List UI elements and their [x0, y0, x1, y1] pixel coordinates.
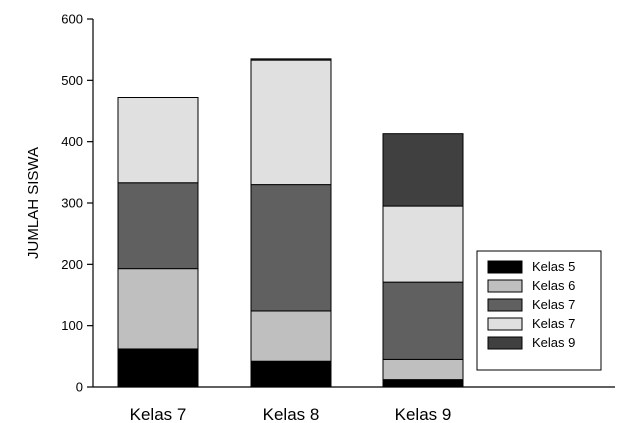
legend-label: Kelas 7: [532, 316, 575, 331]
x-category-label: Kelas 9: [395, 405, 452, 423]
bar-segment-1-1: [117, 348, 199, 388]
y-axis-ticks: 0 100 200 300 400 500 600: [61, 12, 93, 395]
bar-segment-2-2: [250, 310, 332, 362]
y-tick-label: 200: [61, 257, 83, 272]
x-category-label: Kelas 7: [130, 405, 187, 423]
bar-segment-3-2: [382, 358, 464, 381]
y-tick-label: 600: [61, 12, 83, 27]
x-axis-labels: Kelas 7 Kelas 8 Kelas 9: [130, 405, 452, 423]
bar-segment-2-4: [250, 59, 332, 186]
y-tick-label: 500: [61, 73, 83, 88]
legend-label: Kelas 5: [532, 259, 575, 274]
y-tick-label: 300: [61, 196, 83, 211]
legend-label: Kelas 6: [532, 278, 575, 293]
bar-segment-1-4: [117, 97, 199, 184]
legend: Kelas 5 Kelas 6 Kelas 7 Kelas 7 Kelas 9: [476, 250, 602, 371]
legend-label: Kelas 9: [532, 335, 575, 350]
legend-label: Kelas 7: [532, 297, 575, 312]
bar-segment-3-3: [382, 281, 464, 360]
bar-segment-3-5: [382, 133, 464, 207]
bar-segment-1-3: [117, 182, 199, 270]
legend-swatch: [487, 260, 523, 274]
bars: [117, 58, 464, 388]
bar-segment-2-3: [250, 184, 332, 312]
bar-segment-2-1: [250, 360, 332, 388]
bar-segment-1-2: [117, 268, 199, 350]
bar-segment-3-4: [382, 205, 464, 283]
legend-swatch: [487, 279, 523, 293]
y-tick-label: 400: [61, 134, 83, 149]
legend-swatch: [487, 298, 523, 312]
bar-segment-2-5: [250, 58, 332, 61]
y-axis-title: JUMLAH SISWA: [25, 147, 42, 259]
legend-swatch: [487, 317, 523, 331]
bar-segment-3-1: [382, 379, 464, 388]
x-category-label: Kelas 8: [263, 405, 320, 423]
y-tick-label: 0: [76, 380, 83, 395]
legend-swatch: [487, 336, 523, 350]
y-tick-label: 100: [61, 318, 83, 333]
